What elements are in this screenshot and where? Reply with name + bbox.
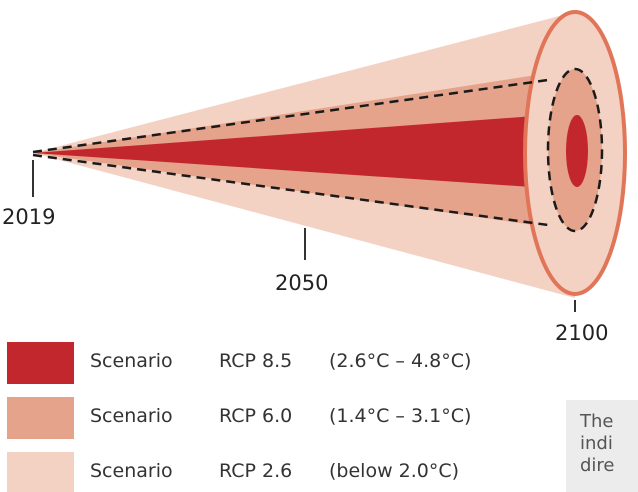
note-line: The: [580, 411, 614, 432]
note-line: indi: [580, 433, 613, 454]
legend-temperature-range: (2.6°C – 4.8°C): [329, 350, 472, 372]
note-box: The indi dire: [566, 400, 638, 492]
legend-swatch-rcp26: [7, 452, 74, 492]
dashed-boundary-lower: [32, 153, 549, 227]
legend-row-rcp85: Scenario RCP 8.5 (2.6°C – 4.8°C): [7, 342, 527, 384]
year-label-2100: 2100: [555, 321, 609, 345]
legend-swatch-rcp60: [7, 397, 74, 439]
legend-rcp-name: RCP 2.6: [219, 460, 293, 482]
note-text: The indi dire: [580, 411, 638, 477]
legend-temperature-range: (1.4°C – 3.1°C): [329, 405, 472, 427]
end-cap-inner: [566, 115, 588, 187]
year-label-2050: 2050: [275, 271, 329, 295]
legend-rcp-name: RCP 6.0: [219, 405, 293, 427]
legend-scenario-word: Scenario: [90, 460, 173, 482]
legend-swatch-rcp85: [7, 342, 74, 384]
legend-temperature-range: (below 2.0°C): [329, 460, 460, 482]
legend-rcp-name: RCP 8.5: [219, 350, 293, 372]
note-line: dire: [580, 455, 615, 476]
cone-inner-band: [33, 113, 575, 190]
year-label-2019: 2019: [2, 205, 56, 229]
legend-scenario-word: Scenario: [90, 405, 173, 427]
legend-row-rcp26: Scenario RCP 2.6 (below 2.0°C): [7, 452, 527, 492]
legend-row-rcp60: Scenario RCP 6.0 (1.4°C – 3.1°C): [7, 397, 527, 439]
legend-scenario-word: Scenario: [90, 350, 173, 372]
dashed-boundary-upper: [32, 78, 549, 154]
